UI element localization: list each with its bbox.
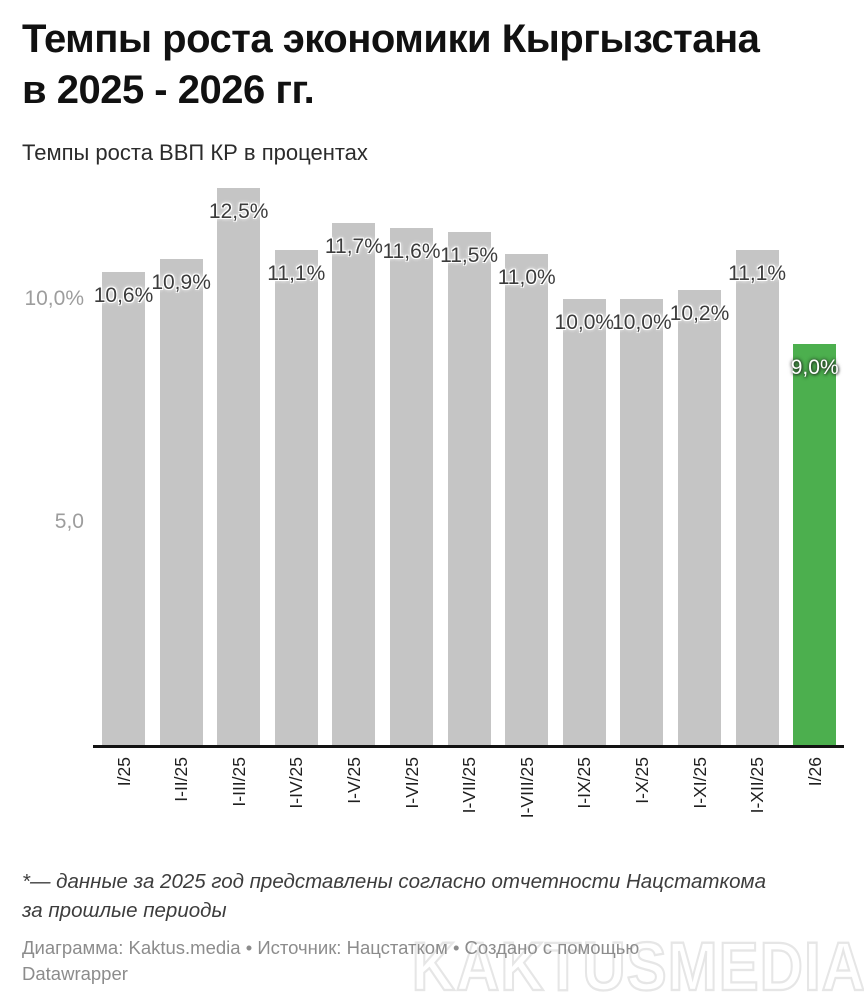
x-axis-label: I-XI/25 [689,757,710,809]
x-axis-label: I-V/25 [343,757,364,804]
x-axis-label: I-XII/25 [747,757,768,814]
bar [332,223,376,745]
bar [217,187,261,745]
bar-value-label: 10,0% [612,311,672,334]
x-axis-label: I-IX/25 [574,757,595,809]
x-axis-label: I-VI/25 [401,757,422,809]
x-axis-label: I-VII/25 [459,757,480,814]
x-axis-label: I-II/25 [171,757,192,802]
bar-value-label: 10,9% [151,270,211,294]
chart-subtitle: Темпы роста ВВП КР в процентах [22,140,368,165]
bar-highlighted [793,343,837,745]
bar-value-label: 11,1% [267,261,326,285]
bar-value-label: 9,0% [790,355,839,379]
bar-value-label: 11,7% [324,235,383,259]
bar-value-label: 11,6% [382,239,441,263]
bar [102,272,145,745]
chart-footnote: *— данные за 2025 год представлены согла… [22,870,766,922]
bar [505,254,549,745]
y-axis-tick-label: 5,0 [54,510,84,533]
chart-title: Темпы роста экономики Кыргызстана в 2025… [22,17,760,113]
bar-value-label: 10,2% [669,302,730,326]
kaktusmedia-watermark: KAKTUSMEDIA [411,927,864,1006]
bar-value-label: 10,0% [554,311,615,334]
x-axis-line [93,745,844,748]
bar-value-label: 11,5% [440,244,499,268]
bar-value-label: 12,5% [208,199,269,223]
x-axis-label: I/25 [113,757,134,787]
bar [274,249,318,745]
bar [620,299,664,745]
y-axis-tick-label: 10,0% [24,287,84,310]
bar [678,290,721,745]
bar [562,299,606,745]
x-axis-label: I-III/25 [228,757,249,807]
x-axis-label: I-VIII/25 [516,757,537,819]
x-axis-label: I/26 [804,757,825,787]
x-axis-label: I-IV/25 [286,757,307,809]
x-axis-label: I-X/25 [631,757,652,804]
bar-value-label: 11,1% [728,261,787,285]
bar [390,227,433,745]
chart-credits: Диаграмма: Kaktus.media • Источник: Нацс… [22,937,640,984]
bar [735,249,779,745]
bar-value-label: 11,0% [497,266,556,290]
bar [447,232,491,745]
bar-value-label: 10,6% [93,284,154,308]
bar [159,258,203,745]
